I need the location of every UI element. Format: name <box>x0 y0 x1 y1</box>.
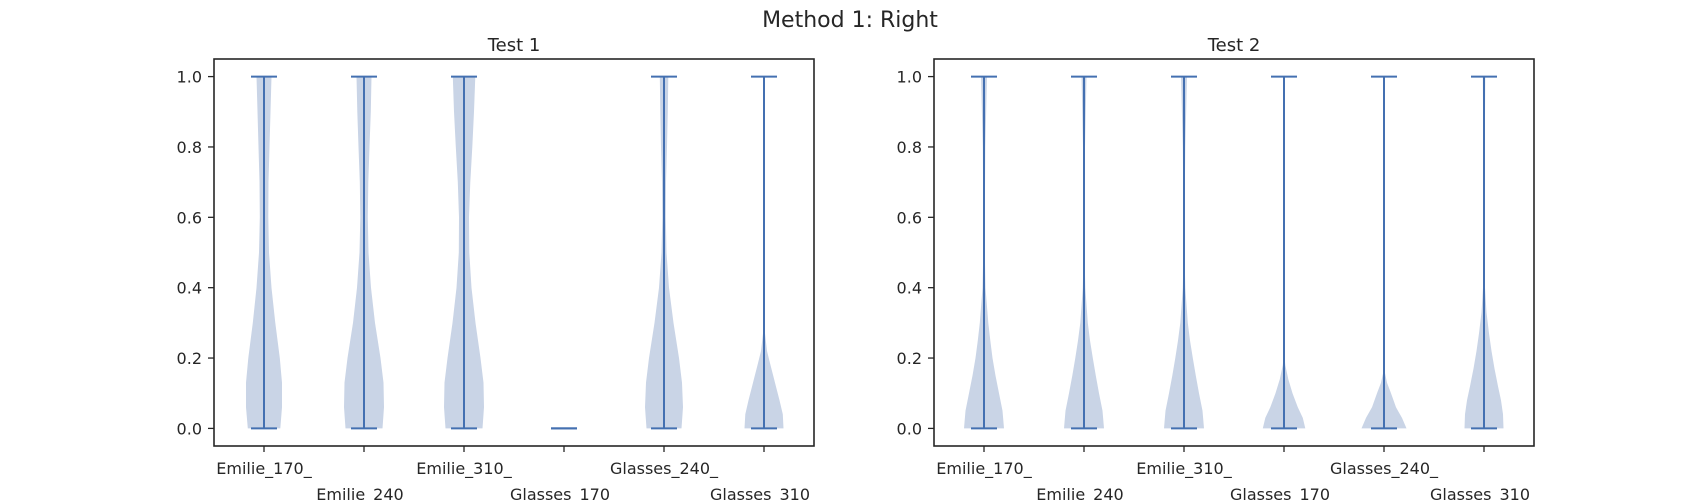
y-tick-label: 0.0 <box>177 419 202 438</box>
x-tick-label: Emilie_240_ <box>316 485 412 500</box>
x-tick-label: Glasses_240_ <box>610 459 719 479</box>
violin-emilie_170 <box>246 75 282 430</box>
y-tick-label: 0.6 <box>897 208 922 227</box>
y-tick-label: 0.6 <box>177 208 202 227</box>
y-tick-label: 1.0 <box>177 68 202 87</box>
y-tick-label: 0.2 <box>897 349 922 368</box>
violin-glasses_170 <box>1262 75 1306 430</box>
x-tick-label: Glasses_240_ <box>1330 459 1439 479</box>
y-tick-label: 0.8 <box>177 138 202 157</box>
axes-frame <box>933 58 1535 447</box>
axes-frame <box>213 58 815 447</box>
violin-emilie_310 <box>444 75 484 430</box>
violin-emilie_240 <box>1064 75 1104 430</box>
violin-emilie_240 <box>344 75 384 430</box>
y-tick-label: 0.8 <box>897 138 922 157</box>
x-tick-label: Glasses_310_ <box>710 485 819 500</box>
figure-title: Method 1: Right <box>762 8 938 33</box>
panel-title: Test 1 <box>487 35 541 56</box>
violin-glasses_240 <box>1361 75 1407 430</box>
violin-glasses_310 <box>744 75 784 430</box>
violin-emilie_310 <box>1164 75 1204 430</box>
y-tick-label: 0.4 <box>177 279 202 298</box>
violin-glasses_240 <box>645 75 683 430</box>
violin-glasses_310 <box>1464 75 1504 430</box>
x-tick-label: Glasses_170_ <box>1230 485 1339 500</box>
y-tick-label: 0.4 <box>897 279 922 298</box>
y-tick-label: 1.0 <box>897 68 922 87</box>
x-tick-label: Emilie_310_ <box>416 459 512 479</box>
x-tick-label: Emilie_170_ <box>216 459 312 479</box>
x-tick-label: Glasses_170_ <box>510 485 619 500</box>
chart-panels: Test 1 0.0 0.2 0.4 0.6 0.8 1.0 Emilie_170_ Emili… <box>177 35 1539 500</box>
x-tick-label: Emilie_310_ <box>1136 459 1232 479</box>
x-tick-label: Emilie_170_ <box>936 459 1032 479</box>
y-tick-label: 0.0 <box>897 419 922 438</box>
x-tick-label: Emilie_240_ <box>1036 485 1132 500</box>
y-tick-label: 0.2 <box>177 349 202 368</box>
panel-title: Test 2 <box>1207 35 1261 56</box>
x-tick-label: Glasses_310_ <box>1430 485 1539 500</box>
chart-panel-2: Test 2 0.0 0.2 0.4 0.6 0.8 1.0 Emilie_170_ Emili… <box>897 35 1539 500</box>
chart-panel-1: Test 1 0.0 0.2 0.4 0.6 0.8 1.0 Emilie_170_ Emili… <box>177 35 819 500</box>
violin-emilie_170 <box>964 75 1004 430</box>
